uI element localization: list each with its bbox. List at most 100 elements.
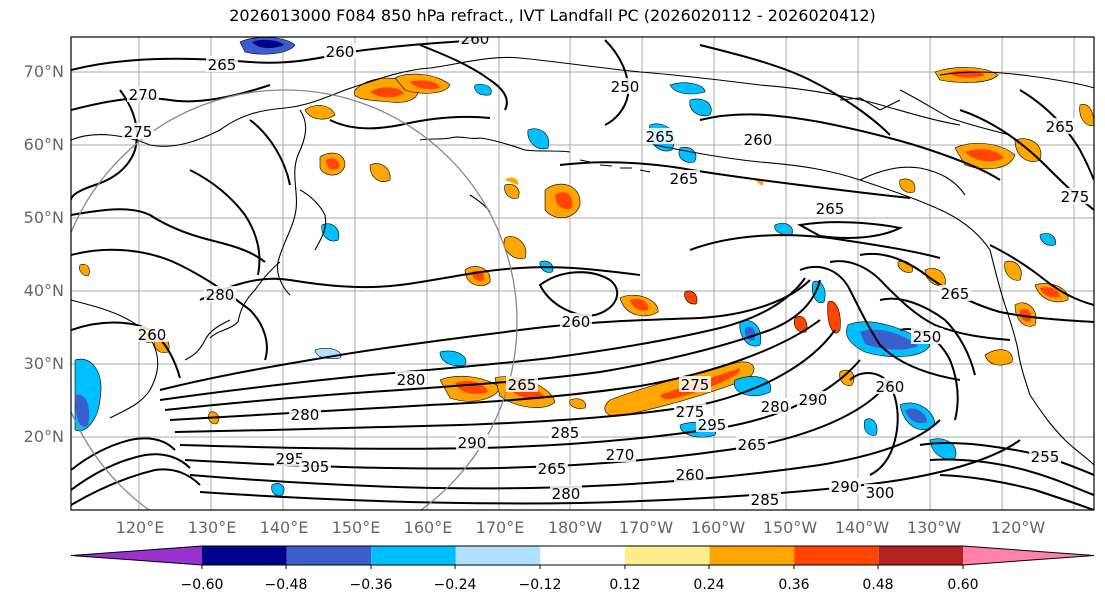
contour-label: 260 <box>138 326 167 344</box>
contour-label-bg <box>874 378 906 394</box>
contour-label-bg <box>122 123 154 139</box>
colorbar-tick-label: −0.60 <box>180 577 224 593</box>
contour-label: 280 <box>291 406 320 424</box>
contour-label: 290 <box>831 478 860 496</box>
latitude-label: 70°N <box>23 62 64 81</box>
colorbar-segment <box>371 546 456 565</box>
contour-label-bg <box>456 434 488 450</box>
contour-label-bg <box>536 460 568 476</box>
contour-label-bg <box>459 37 491 46</box>
contour-label-bg <box>939 285 971 301</box>
contour-label: 265 <box>941 285 970 303</box>
contour-label: 275 <box>1061 188 1090 206</box>
colorbar-tick-label: 0.36 <box>778 577 810 593</box>
contour-label: 290 <box>799 391 828 409</box>
contour-label: 275 <box>681 376 710 394</box>
contour-label: 265 <box>670 170 699 188</box>
longitude-label: 170°W <box>618 518 674 537</box>
contour-label: 265 <box>1046 118 1075 136</box>
colorbar-segment <box>709 546 795 565</box>
contour-label-bg <box>644 128 676 144</box>
contour-label-bg <box>395 371 427 387</box>
latitude-label: 30°N <box>23 354 64 373</box>
colorbar-tick-label: 0.48 <box>862 577 894 593</box>
contour-label-bg <box>274 450 306 466</box>
contour-label-bg <box>506 376 538 392</box>
colorbar-segment <box>71 546 202 565</box>
longitude-label: 130°W <box>906 518 962 537</box>
longitude-label: 150°E <box>331 518 381 537</box>
contour-label-bg <box>299 458 331 474</box>
contour-label: 260 <box>676 466 705 484</box>
contour-label: 270 <box>606 446 635 464</box>
contour-label-bg <box>696 416 728 432</box>
contour-label-bg <box>679 376 711 392</box>
longitude-label: 120°W <box>990 518 1046 537</box>
longitude-label: 150°W <box>762 518 818 537</box>
colorbar-segment <box>878 546 964 565</box>
colorbar-tick-label: 0.60 <box>947 577 979 593</box>
contour-label-bg <box>911 328 943 344</box>
contour-label-bg <box>324 43 356 59</box>
contour-label-bg <box>736 436 768 452</box>
contour-label-bg <box>759 398 791 414</box>
contour-label: 285 <box>551 424 580 442</box>
colorbar-tick-label: 0.12 <box>609 577 641 593</box>
contour-label-bg <box>609 78 641 94</box>
contour-label: 270 <box>129 86 158 104</box>
colorbar-segment <box>202 546 287 565</box>
longitude-label: 120°E <box>115 518 165 537</box>
contour-label-bg <box>864 484 896 500</box>
contour-label: 300 <box>866 484 895 502</box>
contour-label-bg <box>749 491 781 507</box>
longitude-label: 140°E <box>259 518 309 537</box>
contour-label-bg <box>742 131 774 147</box>
colorbar-segment <box>794 546 879 565</box>
contour-label: 305 <box>301 458 330 476</box>
contour-labels: 265 260 270 275 260 265 260 265 260 280 265 275 280 2… <box>122 30 1091 509</box>
contour-label-bg <box>550 485 582 501</box>
colorbar-tick-label: −0.48 <box>264 577 308 593</box>
contour-label-bg <box>797 391 829 407</box>
contour-label-bg <box>206 56 238 72</box>
colorbar-tick-label: −0.24 <box>433 577 477 593</box>
contour-label-bg <box>814 200 846 216</box>
contour-label-bg <box>668 170 700 186</box>
longitude-label: 160°W <box>690 518 746 537</box>
contour-label: 280 <box>206 286 235 304</box>
coastlines <box>71 56 1094 466</box>
contour-label-bg <box>674 403 706 419</box>
contour-label: 295 <box>276 450 305 468</box>
map-title: 2026013000 F084 850 hPa refract., IVT La… <box>229 6 876 25</box>
contour-label: 260 <box>461 30 490 48</box>
contour-label: 285 <box>751 491 780 509</box>
contour-label-bg <box>127 86 159 102</box>
latitude-label: 60°N <box>23 135 64 154</box>
contour-label-bg <box>829 478 861 494</box>
colorbar-segment <box>540 546 625 565</box>
contour-label-bg <box>136 326 168 342</box>
longitude-label: 130°E <box>187 518 237 537</box>
contour-label: 260 <box>326 43 355 61</box>
contour-label: 275 <box>124 123 153 141</box>
contour-label-bg <box>560 313 592 329</box>
longitude-label: 140°W <box>834 518 890 537</box>
contour-label: 250 <box>611 78 640 96</box>
contour-label-bg <box>204 286 236 302</box>
contour-label: 280 <box>761 398 790 416</box>
contour-label: 250 <box>913 328 942 346</box>
colorbar-segment <box>286 546 372 565</box>
contour-label: 290 <box>458 434 487 452</box>
colorbar-segment <box>963 546 1094 565</box>
contour-label-bg <box>289 406 321 422</box>
contour-label: 265 <box>646 128 675 146</box>
contour-label: 260 <box>562 313 591 331</box>
contour-label: 295 <box>698 416 727 434</box>
colorbar-tick-label: −0.12 <box>518 577 562 593</box>
contour-label-bg <box>1044 118 1076 134</box>
longitude-label: 180°W <box>547 518 603 537</box>
contour-label-bg <box>604 446 636 462</box>
contour-label: 265 <box>738 436 767 454</box>
latitude-label: 40°N <box>23 281 64 300</box>
